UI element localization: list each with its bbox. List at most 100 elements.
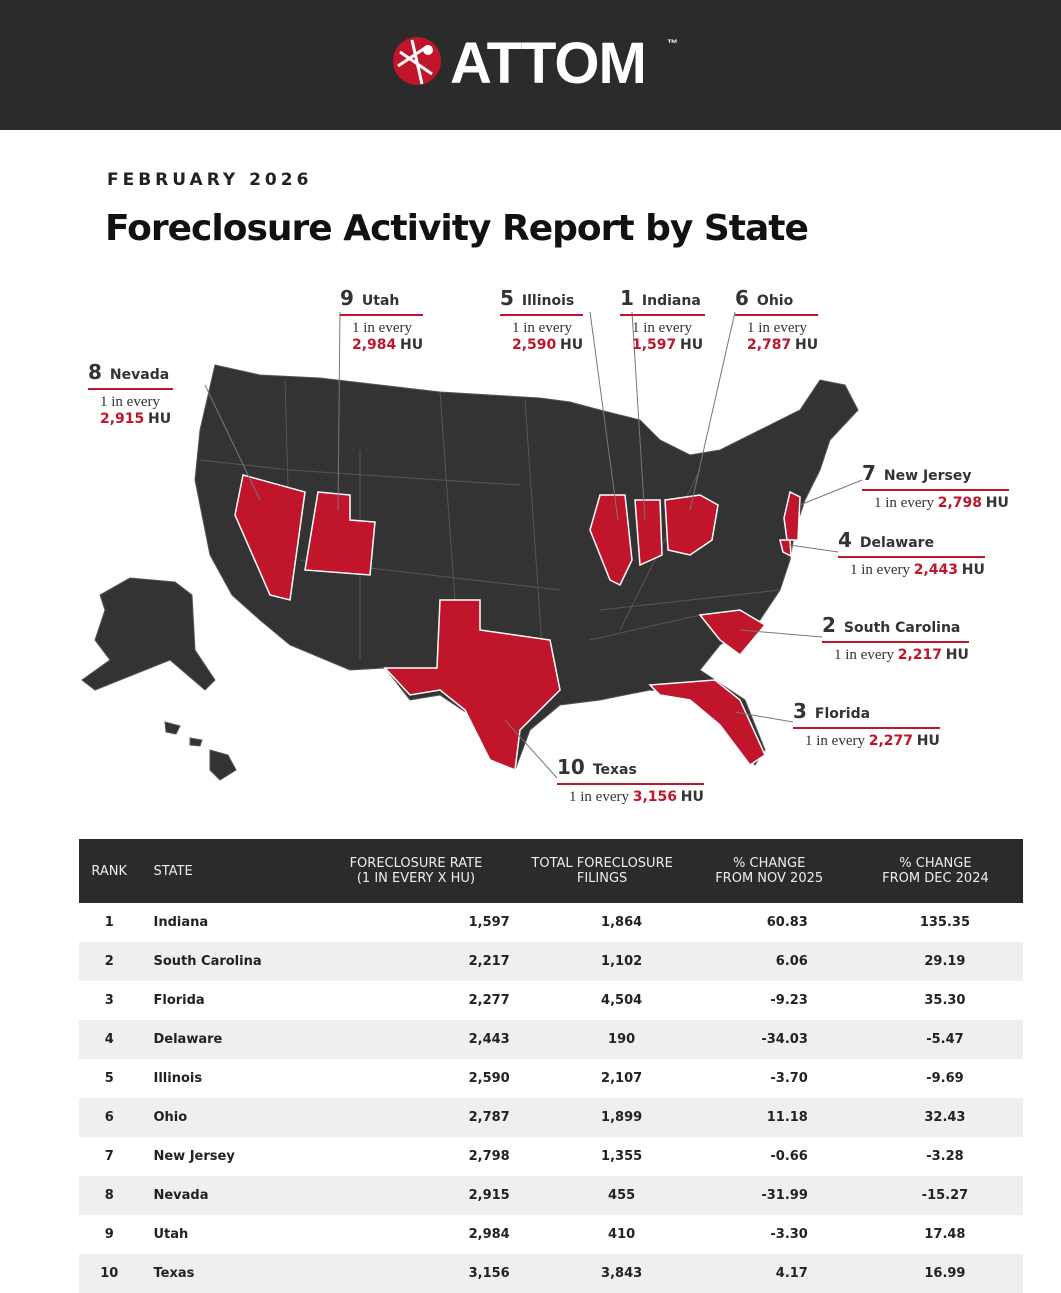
- table-cell: 135.35: [919, 915, 971, 930]
- header-text: TOTAL FORECLOSURE: [531, 856, 673, 871]
- callout-state: Indiana: [641, 293, 701, 309]
- header-text: % CHANGE: [733, 856, 806, 871]
- header-text: STATE: [153, 863, 193, 879]
- callout-unit: HU: [680, 789, 704, 805]
- us-outline: [194, 364, 859, 771]
- callout-prefix: 1 in every: [747, 320, 807, 336]
- callout-unit: HU: [795, 337, 819, 353]
- table-cell: 32.43: [847, 1098, 1023, 1137]
- callout-state: Nevada: [109, 367, 170, 383]
- table-cell: 410: [608, 1227, 636, 1242]
- callout-heading: 10 Texas: [557, 755, 704, 785]
- callout-rate: 1 in every 2,443 HU: [838, 562, 985, 579]
- utah: [304, 491, 376, 576]
- nevada: [234, 474, 306, 601]
- callout: 10 Texas 1 in every 3,156 HU: [557, 755, 704, 806]
- table-cell: 3: [104, 993, 114, 1008]
- column-header: % CHANGE FROM DEC 2024: [847, 839, 1023, 903]
- ohio: [664, 494, 719, 556]
- table-cell: 2,107: [601, 1071, 643, 1086]
- callout-unit: HU: [400, 337, 424, 353]
- callout-value: 2,787: [747, 337, 792, 353]
- table-cell: Illinois: [153, 1071, 203, 1086]
- table-cell: 4.17: [690, 1254, 848, 1293]
- callout: 7 New Jersey 1 in every 2,798 HU: [862, 461, 1009, 512]
- table-cell: -31.99: [690, 1176, 848, 1215]
- callout-rank: 4: [838, 528, 852, 552]
- table-cell: -5.47: [847, 1020, 1023, 1059]
- us-map: [81, 311, 863, 781]
- callout-prefix: 1 in every: [632, 320, 692, 336]
- callout-rank: 1: [620, 286, 634, 310]
- table-cell: New Jersey: [153, 1149, 235, 1164]
- callout-rank: 6: [735, 286, 749, 310]
- data-table: RANK STATE FORECLOSURE RATE (1 IN EVERY X H…: [79, 839, 1023, 1293]
- table-cell: Florida: [153, 993, 205, 1008]
- logo-text: ATTOM: [450, 31, 647, 96]
- table-cell: 4,504: [601, 993, 643, 1008]
- callout-state: Florida: [814, 706, 871, 722]
- table-row: 7 New Jersey 2,798 1,355 -0.66 -3.28: [79, 1137, 1023, 1176]
- delaware: [779, 539, 792, 558]
- table-cell: 2,787: [318, 1098, 514, 1137]
- callout-rate: 1 in every 2,787 HU: [735, 320, 818, 354]
- table-cell: 2,798: [468, 1149, 510, 1164]
- table-cell: Nevada: [139, 1176, 319, 1215]
- hawaii: [209, 749, 237, 781]
- table-cell: 16.99: [847, 1254, 1023, 1293]
- callout: 2 South Carolina 1 in every 2,217 HU: [822, 613, 969, 664]
- callout-unit: HU: [560, 337, 584, 353]
- table-cell: 1,864: [601, 915, 643, 930]
- header-text: % CHANGE: [899, 856, 972, 871]
- indiana: [634, 499, 663, 567]
- callout-heading: 8 Nevada: [88, 360, 174, 390]
- table-cell: 9: [104, 1227, 114, 1242]
- callout-rank: 7: [862, 461, 876, 485]
- callout-prefix: 1 in every: [512, 320, 572, 336]
- callout-rank: 9: [340, 286, 354, 310]
- table-cell: 2,590: [468, 1071, 510, 1086]
- callout-value: 2,798: [937, 495, 983, 511]
- table-row: 8 Nevada 2,915 455 -31.99 -15.27: [79, 1176, 1023, 1215]
- table-cell: -3.70: [770, 1071, 808, 1086]
- table-cell: 3,156: [318, 1254, 514, 1293]
- callout-value: 2,443: [913, 562, 959, 578]
- header-text: RANK: [91, 863, 128, 879]
- table-cell: 1,597: [468, 915, 510, 930]
- table-cell: 1: [104, 915, 114, 930]
- table-cell: Ohio: [139, 1098, 319, 1137]
- table-cell: 11.18: [690, 1098, 848, 1137]
- table-cell: Delaware: [139, 1020, 319, 1059]
- report-date: FEBRUARY 2026: [107, 170, 313, 190]
- callout-state: Illinois: [521, 293, 575, 309]
- table-row: 9 Utah 2,984 410 -3.30 17.48: [79, 1215, 1023, 1254]
- callout: 3 Florida 1 in every 2,277 HU: [793, 699, 940, 750]
- hawaii: [164, 721, 181, 735]
- callout-heading: 4 Delaware: [838, 528, 985, 558]
- callout-heading: 9 Utah: [340, 286, 424, 316]
- header-text: FROM DEC 2024: [882, 871, 989, 886]
- table-cell: 2: [79, 942, 140, 981]
- callout-rate: 1 in every 1,597 HU: [620, 320, 705, 354]
- callout-unit: HU: [985, 495, 1009, 511]
- table-row: 4 Delaware 2,443 190 -34.03 -5.47: [79, 1020, 1023, 1059]
- texas: [383, 599, 561, 772]
- table-row: 5 Illinois 2,590 2,107 -3.70 -9.69: [79, 1059, 1023, 1098]
- callout-rate: 1 in every 2,277 HU: [793, 733, 940, 750]
- table-cell: -3.30: [770, 1227, 808, 1242]
- callout-prefix: 1 in every: [100, 394, 160, 410]
- callout-unit: HU: [961, 562, 985, 578]
- callout-prefix: 1 in every: [805, 733, 865, 749]
- callout: 4 Delaware 1 in every 2,443 HU: [838, 528, 985, 579]
- trademark: ™: [667, 38, 678, 50]
- new-jersey: [783, 490, 801, 541]
- header-text: (1 IN EVERY X HU): [356, 871, 476, 886]
- callout-prefix: 1 in every: [352, 320, 412, 336]
- table-cell: -3.28: [926, 1149, 964, 1164]
- callout-unit: HU: [945, 647, 969, 663]
- callout-rank: 10: [557, 755, 585, 779]
- table-cell: 3,843: [513, 1254, 691, 1293]
- table-cell: 2,217: [318, 942, 514, 981]
- table-cell: 2,984: [468, 1227, 510, 1242]
